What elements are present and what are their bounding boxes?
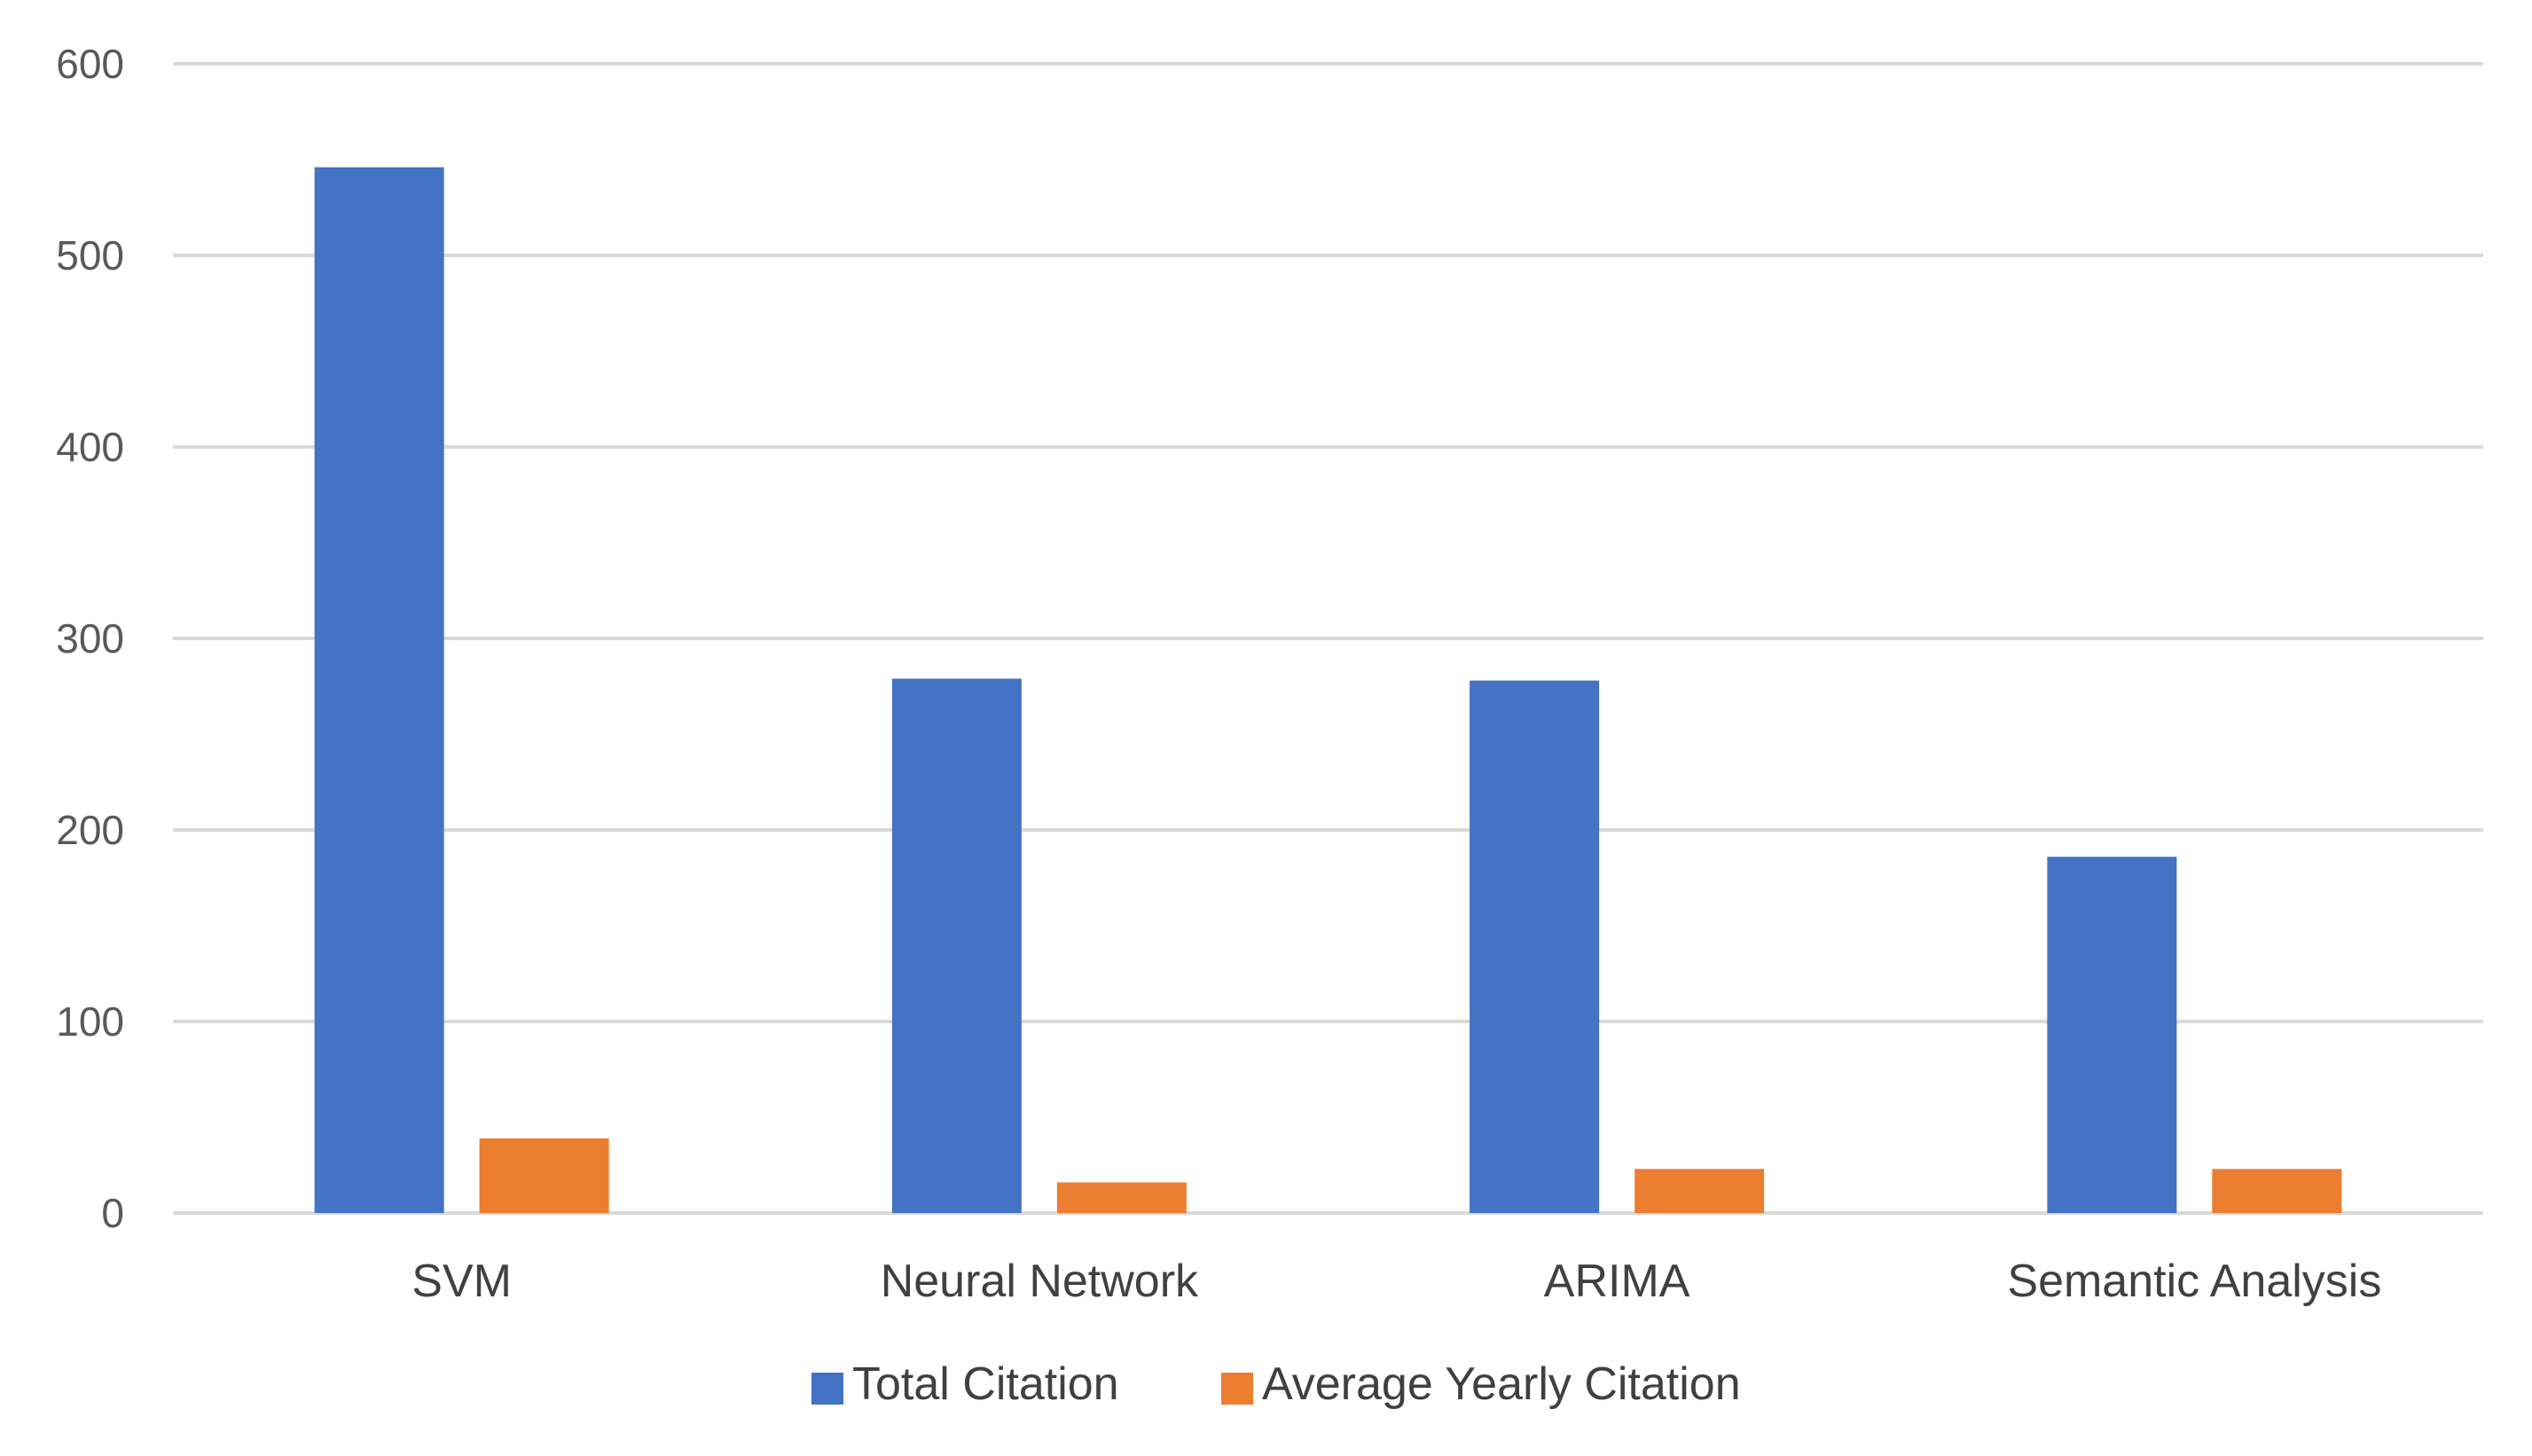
y-tick-label-600: 600 — [56, 41, 124, 87]
y-tick-label-100: 100 — [56, 998, 124, 1045]
bar-arima-total-citation — [1470, 680, 1600, 1213]
x-tick-label-arima: ARIMA — [1544, 1256, 1690, 1307]
x-tick-label-neural-network: Neural Network — [881, 1256, 1199, 1307]
bar-neural-network-average-yearly-citation — [1056, 1182, 1187, 1213]
x-tick-label-svm: SVM — [412, 1256, 512, 1307]
x-axis: SVM Neural Network ARIMA Semantic Analysis — [412, 1256, 2381, 1307]
bar-svm-average-yearly-citation — [479, 1138, 609, 1213]
y-tick-label-200: 200 — [56, 807, 124, 853]
y-tick-label-400: 400 — [56, 424, 124, 470]
y-tick-label-0: 0 — [101, 1190, 124, 1236]
y-tick-label-500: 500 — [56, 232, 124, 278]
legend: Total Citation Average Yearly Citation — [811, 1358, 1741, 1410]
legend-label-total-citation: Total Citation — [852, 1358, 1119, 1410]
gridlines — [173, 62, 2483, 1215]
bar-svm-total-citation — [314, 167, 444, 1213]
legend-item-average-yearly-citation: Average Yearly Citation — [1221, 1358, 1741, 1410]
legend-item-total-citation: Total Citation — [811, 1358, 1119, 1410]
legend-swatch-total-citation — [811, 1373, 843, 1405]
legend-label-average-yearly-citation: Average Yearly Citation — [1262, 1358, 1741, 1410]
x-tick-label-semantic-analysis: Semantic Analysis — [2007, 1256, 2381, 1307]
bar-neural-network-total-citation — [891, 678, 1022, 1213]
bar-arima-average-yearly-citation — [1634, 1169, 1765, 1213]
legend-swatch-average-yearly-citation — [1221, 1373, 1253, 1405]
y-axis: 0 100 200 300 400 500 600 — [56, 41, 124, 1236]
y-tick-label-300: 300 — [56, 615, 124, 661]
bar-semantic-analysis-total-citation — [2047, 857, 2177, 1213]
bar-semantic-analysis-average-yearly-citation — [2212, 1169, 2342, 1213]
bars — [314, 167, 2342, 1213]
